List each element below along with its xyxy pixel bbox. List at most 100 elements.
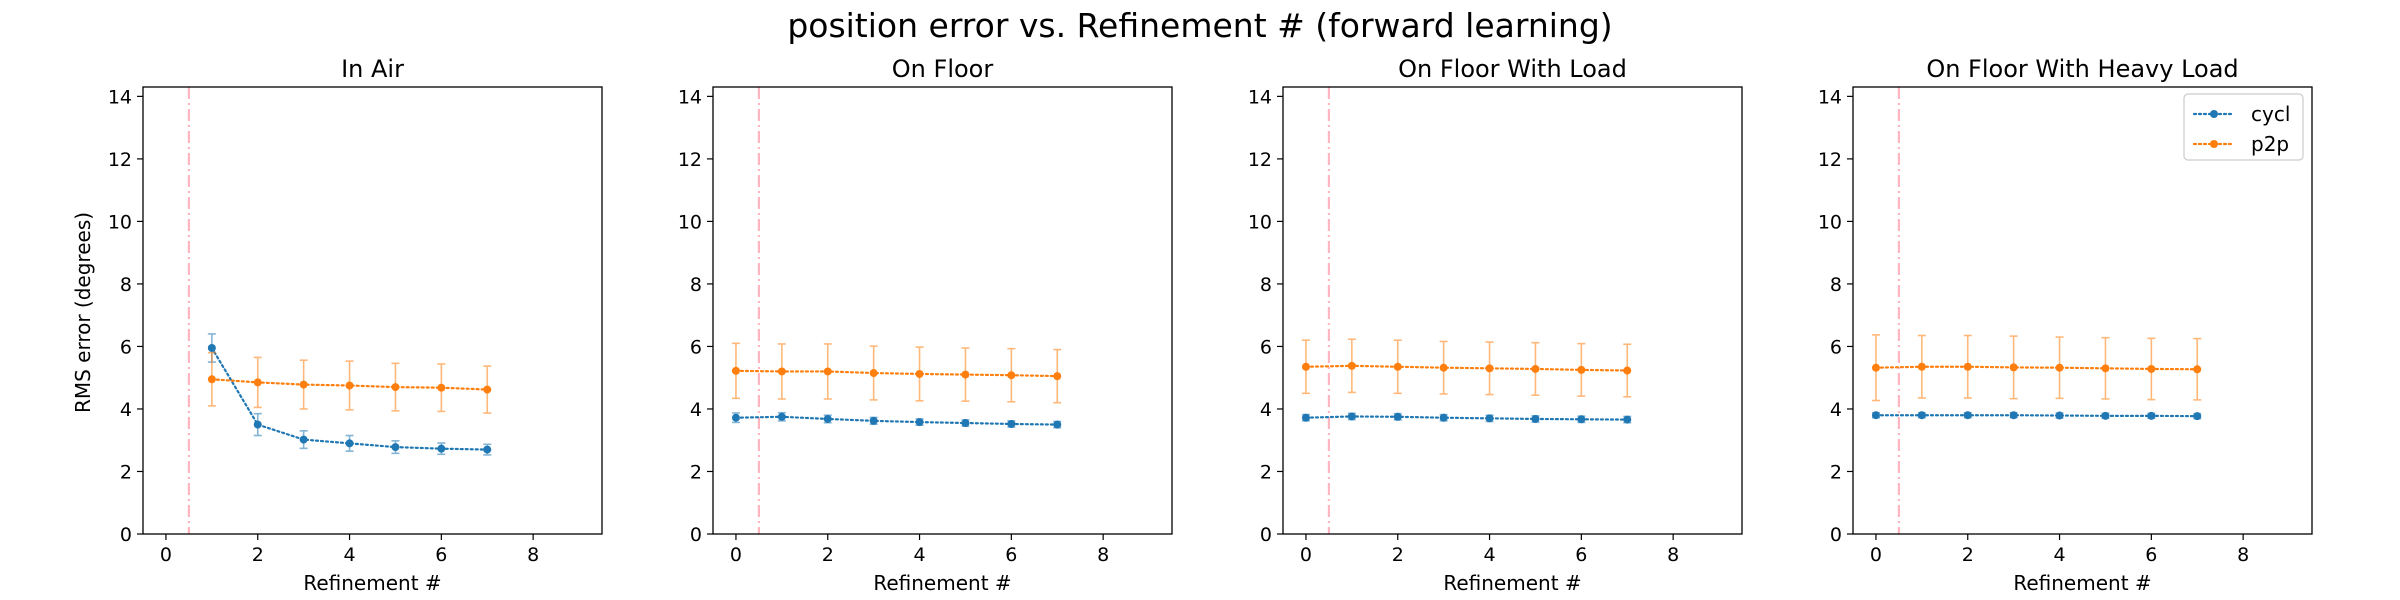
data-point — [1393, 412, 1402, 421]
data-point — [1347, 412, 1356, 421]
data-point — [2147, 411, 2156, 420]
data-point — [2101, 364, 2110, 373]
plot-area — [1283, 87, 1742, 534]
data-point — [437, 383, 446, 392]
series-p2p — [1871, 334, 2202, 402]
data-point — [823, 367, 832, 376]
x-tick-label: 2 — [252, 544, 264, 566]
legend-swatch-marker — [2210, 140, 2218, 148]
data-point — [299, 435, 308, 444]
y-tick-label: 8 — [1260, 274, 1272, 296]
x-axis-label: Refinement # — [303, 571, 441, 595]
plot-area — [713, 87, 1172, 534]
data-point — [961, 370, 970, 379]
y-axis-label: RMS error (degrees) — [71, 212, 95, 413]
data-point — [731, 413, 740, 422]
y-tick-label: 2 — [120, 461, 132, 483]
x-tick-label: 2 — [1962, 544, 1974, 566]
data-point — [915, 418, 924, 427]
data-point — [1301, 413, 1310, 422]
data-point — [345, 381, 354, 390]
x-tick-label: 6 — [1005, 544, 1017, 566]
legend-swatch-marker — [2210, 110, 2218, 118]
x-tick-label: 6 — [435, 544, 447, 566]
panel-title: On Floor With Load — [1398, 55, 1627, 83]
series-p2p — [731, 342, 1062, 404]
y-tick-label: 6 — [1260, 336, 1272, 358]
data-point — [1007, 419, 1016, 428]
series-cycl — [1871, 411, 2202, 421]
x-tick-label: 6 — [1575, 544, 1587, 566]
series-line — [1874, 414, 2199, 418]
y-tick-label: 10 — [1248, 211, 1272, 233]
data-point — [1485, 364, 1494, 373]
data-point — [1485, 414, 1494, 423]
x-tick-label: 0 — [1300, 544, 1312, 566]
data-point — [483, 445, 492, 454]
chart-panel-4: 0 2 4 6 8 0 2 4 6 8 10 12 14 On Floor With Heavy Load… — [1818, 55, 2313, 595]
data-point — [1577, 415, 1586, 424]
x-tick-label: 4 — [1484, 544, 1496, 566]
x-tick-label: 0 — [1870, 544, 1882, 566]
x-tick-label: 0 — [160, 544, 172, 566]
x-tick-label: 4 — [344, 544, 356, 566]
data-point — [1439, 363, 1448, 372]
data-point — [1301, 362, 1310, 371]
x-tick-label: 2 — [822, 544, 834, 566]
data-point — [1623, 415, 1632, 424]
data-point — [207, 344, 216, 353]
data-point — [2147, 364, 2156, 373]
panel-title: On Floor With Heavy Load — [1926, 55, 2238, 83]
data-point — [2009, 411, 2018, 420]
data-point — [915, 369, 924, 378]
chart-panel-2: 0 2 4 6 8 0 2 4 6 8 10 12 14 On Floor Refinement # — [678, 55, 1173, 595]
y-tick-label: 14 — [108, 86, 132, 108]
y-tick-label: 6 — [690, 336, 702, 358]
y-tick-label: 14 — [678, 86, 702, 108]
y-tick-label: 2 — [690, 461, 702, 483]
panel-title: On Floor — [892, 55, 994, 83]
y-tick-label: 2 — [1830, 461, 1842, 483]
y-tick-label: 12 — [1248, 149, 1272, 171]
data-point — [823, 414, 832, 423]
series-p2p — [1301, 338, 1632, 398]
data-point — [1531, 414, 1540, 423]
series-line — [734, 369, 1059, 378]
y-tick-label: 8 — [690, 274, 702, 296]
y-tick-label: 0 — [690, 524, 702, 546]
data-point — [777, 367, 786, 376]
data-point — [1917, 411, 1926, 420]
series-cycl — [1301, 412, 1632, 424]
data-point — [253, 420, 262, 429]
data-point — [2193, 412, 2202, 421]
x-tick-label: 4 — [2054, 544, 2066, 566]
data-point — [731, 366, 740, 375]
data-point — [1963, 411, 1972, 420]
data-point — [2101, 411, 2110, 420]
x-tick-label: 0 — [730, 544, 742, 566]
data-point — [869, 416, 878, 425]
x-tick-label: 8 — [527, 544, 539, 566]
data-point — [1531, 364, 1540, 373]
plot-frame — [142, 86, 603, 535]
y-tick-label: 14 — [1248, 86, 1272, 108]
data-point — [2055, 363, 2064, 372]
plot-frame — [712, 86, 1173, 535]
data-point — [2055, 411, 2064, 420]
plot-area — [143, 87, 602, 534]
y-tick-label: 12 — [678, 149, 702, 171]
y-tick-label: 14 — [1818, 86, 1842, 108]
data-point — [2009, 363, 2018, 372]
legend-label: p2p — [2251, 132, 2289, 156]
data-point — [483, 385, 492, 394]
data-point — [437, 444, 446, 453]
y-tick-label: 0 — [1830, 524, 1842, 546]
data-point — [2193, 365, 2202, 374]
y-tick-label: 4 — [690, 399, 702, 421]
panel-title: In Air — [341, 55, 404, 83]
legend: cycl p2p — [2183, 93, 2304, 161]
data-point — [391, 383, 400, 392]
data-point — [961, 419, 970, 428]
y-tick-label: 6 — [1830, 336, 1842, 358]
